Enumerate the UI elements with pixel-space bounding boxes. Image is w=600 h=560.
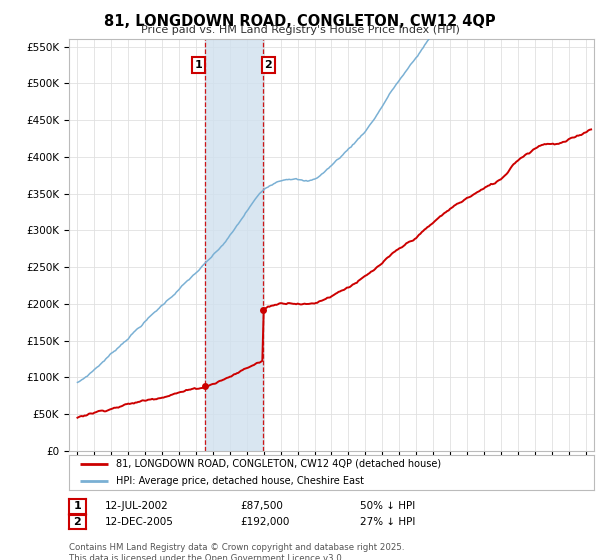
Text: 1: 1 (74, 501, 81, 511)
Text: Price paid vs. HM Land Registry's House Price Index (HPI): Price paid vs. HM Land Registry's House … (140, 25, 460, 35)
Text: 12-DEC-2005: 12-DEC-2005 (105, 517, 174, 527)
Bar (205, 39, 263, 451)
Text: Contains HM Land Registry data © Crown copyright and database right 2025.
This d: Contains HM Land Registry data © Crown c… (69, 543, 404, 560)
Text: 27% ↓ HPI: 27% ↓ HPI (360, 517, 415, 527)
Text: £87,500: £87,500 (240, 501, 283, 511)
Text: HPI: Average price, detached house, Cheshire East: HPI: Average price, detached house, Ches… (116, 477, 364, 486)
Text: 50% ↓ HPI: 50% ↓ HPI (360, 501, 415, 511)
Text: 2: 2 (265, 60, 272, 70)
Text: 1: 1 (195, 60, 203, 70)
Text: £192,000: £192,000 (240, 517, 289, 527)
Text: 81, LONGDOWN ROAD, CONGLETON, CW12 4QP: 81, LONGDOWN ROAD, CONGLETON, CW12 4QP (104, 14, 496, 29)
Text: 2: 2 (74, 517, 81, 527)
Text: 12-JUL-2002: 12-JUL-2002 (105, 501, 169, 511)
Text: 81, LONGDOWN ROAD, CONGLETON, CW12 4QP (detached house): 81, LONGDOWN ROAD, CONGLETON, CW12 4QP (… (116, 459, 442, 469)
